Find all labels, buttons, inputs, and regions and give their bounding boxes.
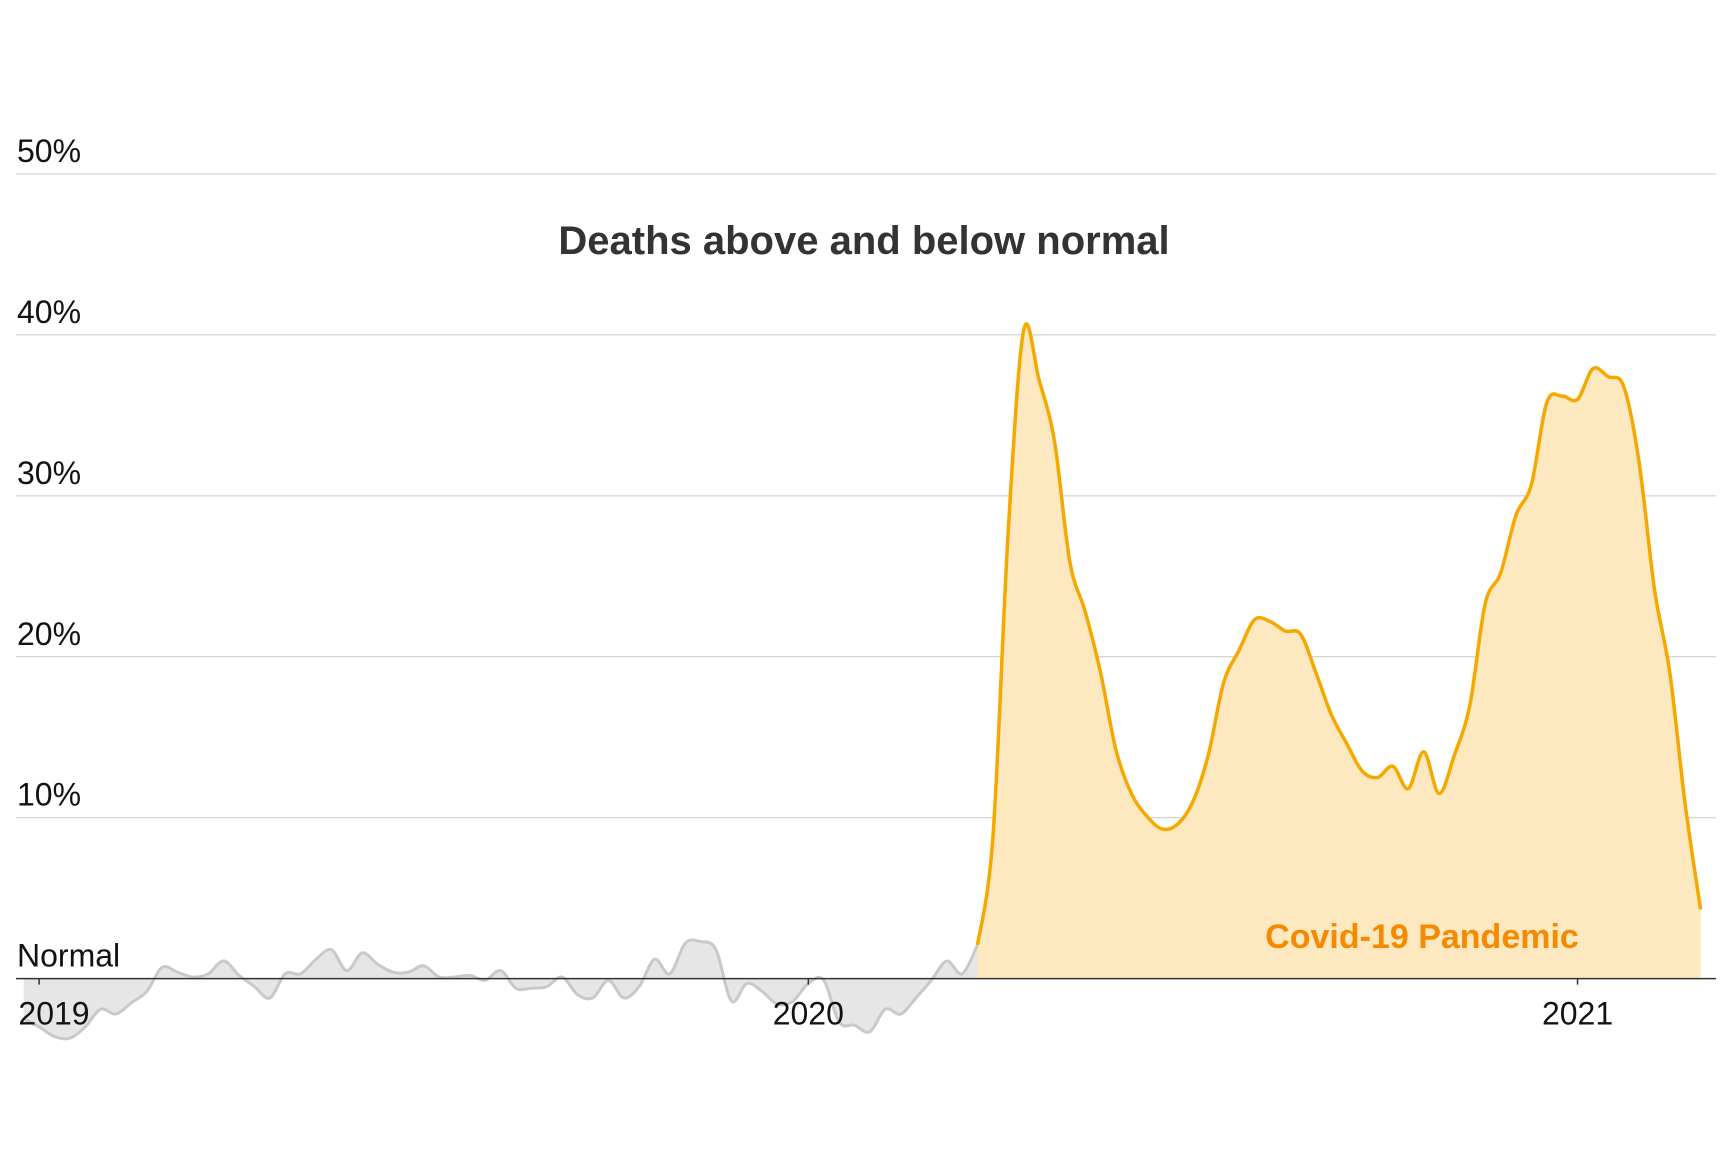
y-tick-label: 50% [17,133,81,169]
areas [23,323,1701,1039]
chart-title: Deaths above and below normal [558,219,1169,263]
y-tick-label: 10% [17,777,81,813]
y-tick-label: 40% [17,294,81,330]
x-tick-label: 2021 [1542,996,1613,1032]
area-fill [23,939,978,1039]
series-line [22,938,979,1041]
lines [22,322,1703,1041]
y-tick-label: 20% [17,616,81,652]
x-tick-label: 2020 [773,996,844,1032]
grid [16,173,1716,819]
x-tick-label: 2019 [18,996,89,1032]
series-line [975,322,1703,946]
y-tick-label: Normal [17,938,120,974]
y-tick-label: 30% [17,455,81,491]
area-fill [977,323,1701,979]
series-label: Covid-19 Pandemic [1265,918,1579,956]
